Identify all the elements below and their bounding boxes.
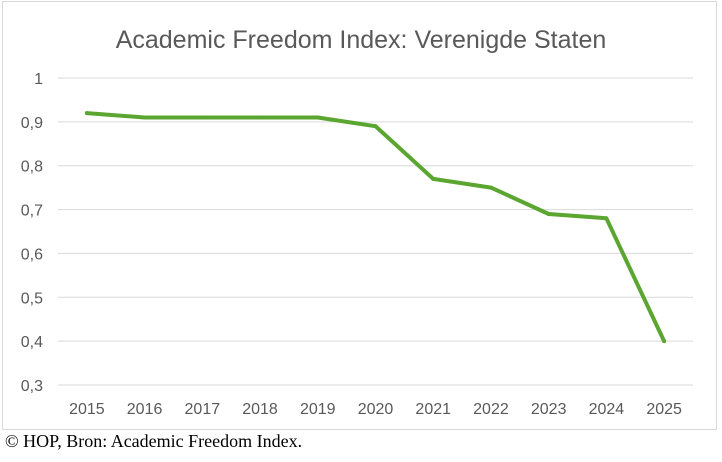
- series-layer: [84, 111, 667, 344]
- source-caption: © HOP, Bron: Academic Freedom Index.: [5, 431, 303, 451]
- y-tick-label: 0,4: [21, 334, 43, 351]
- y-tick-label: 0,6: [21, 246, 43, 263]
- data-point: [431, 176, 436, 181]
- gridlines: [58, 77, 693, 386]
- x-tick-label: 2015: [69, 401, 105, 418]
- chart-title: Academic Freedom Index: Verenigde Staten: [116, 26, 607, 54]
- data-point: [315, 115, 320, 120]
- y-axis-tick-labels: 1 0,9 0,8 0,7 0,6 0,5 0,4 0,3: [21, 71, 43, 395]
- data-point: [258, 115, 263, 120]
- x-tick-label: 2017: [185, 401, 221, 418]
- x-tick-label: 2018: [242, 401, 278, 418]
- y-tick-label: 0,8: [21, 159, 43, 176]
- series-line: [84, 111, 667, 344]
- y-tick-label: 0,5: [21, 290, 43, 307]
- x-axis-tick-labels: 2015 2016 2017 2018 2019 2020 2021 2022 2023 2024…: [69, 401, 682, 418]
- x-tick-label: 2021: [415, 401, 451, 418]
- data-point: [662, 339, 667, 344]
- x-tick-label: 2016: [127, 401, 163, 418]
- x-tick-label: 2022: [473, 401, 509, 418]
- x-tick-label: 2025: [646, 401, 682, 418]
- data-point: [200, 115, 205, 120]
- data-point: [373, 124, 378, 129]
- data-point: [488, 185, 493, 190]
- y-tick-label: 0,3: [21, 378, 43, 395]
- x-tick-label: 2023: [531, 401, 567, 418]
- x-tick-label: 2019: [300, 401, 336, 418]
- chart-frame: Academic Freedom Index: Verenigde Staten…: [2, 1, 717, 430]
- y-tick-label: 1: [34, 71, 43, 88]
- x-tick-label: 2020: [358, 401, 394, 418]
- line-chart: Academic Freedom Index: Verenigde Staten…: [21, 26, 693, 418]
- data-point: [546, 211, 551, 216]
- x-tick-label: 2024: [589, 401, 625, 418]
- y-tick-label: 0,9: [21, 115, 43, 132]
- data-point: [142, 115, 147, 120]
- data-point: [84, 111, 89, 116]
- y-tick-label: 0,7: [21, 203, 43, 220]
- data-point: [604, 216, 609, 221]
